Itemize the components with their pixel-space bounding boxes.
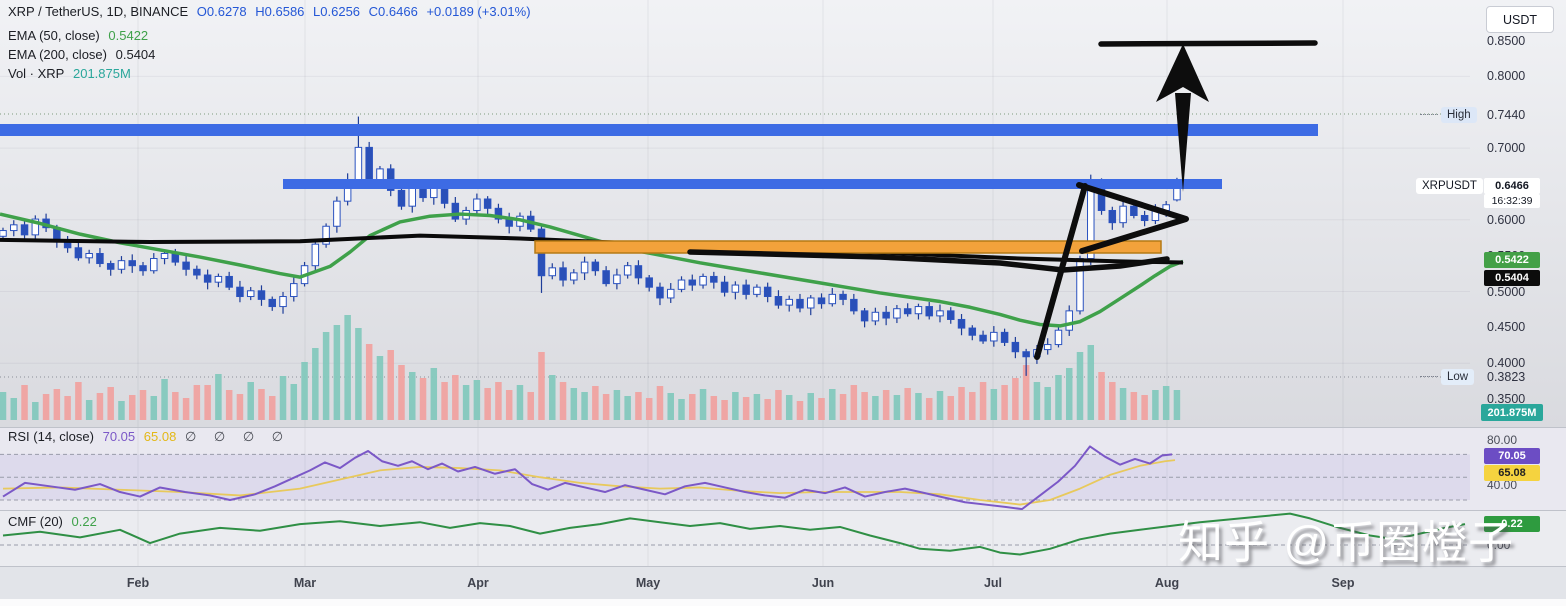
ema50-label[interactable]: EMA (50, close) — [8, 28, 100, 43]
price-tick-0.7000: 0.7000 — [1487, 141, 1526, 156]
ohlc-close: C0.6466 — [368, 4, 418, 19]
ohlc-low: L0.6256 — [313, 4, 361, 19]
cmf-value: 0.22 — [71, 514, 97, 529]
ohlc-high: H0.6586 — [255, 4, 305, 19]
volume-value: 201.875M — [72, 66, 131, 81]
price-tick-0.8000: 0.8000 — [1487, 69, 1526, 84]
ohlc-open: O0.6278 — [196, 4, 247, 19]
low-price-label: 0.3823 — [1487, 370, 1526, 384]
ohlc-change: +0.0189 (+3.01%) — [426, 4, 531, 19]
ema50-legend-row: EMA (50, close) 0.5422 — [8, 28, 153, 43]
month-label-feb: Feb — [126, 576, 150, 590]
symbol-price-pill: XRPUSDT — [1416, 178, 1483, 194]
price-tick-0.4000: 0.4000 — [1487, 356, 1526, 371]
ema50-value: 0.5422 — [108, 28, 149, 43]
cmf-value-badge: 0.22 — [1484, 516, 1540, 532]
volume-badge: 201.875M — [1481, 404, 1543, 421]
low-label-pill: Low — [1441, 369, 1475, 385]
cmf-tick-zero: 0.00 — [1487, 538, 1511, 552]
price-tick-0.6000: 0.6000 — [1487, 212, 1526, 227]
ema200-price-badge: 0.5404 — [1484, 270, 1540, 286]
rsi-label[interactable]: RSI (14, close) — [8, 429, 94, 444]
month-label-jul: Jul — [983, 576, 1003, 590]
last-price-badge: 0.6466 — [1484, 178, 1540, 194]
cmf-legend-row: CMF (20) 0.22 — [8, 514, 102, 529]
month-label-sep: Sep — [1331, 576, 1355, 590]
ema200-label[interactable]: EMA (200, close) — [8, 47, 107, 62]
price-tick-0.8500: 0.8500 — [1487, 33, 1526, 48]
watermark: 知乎 @币圈橙子 — [1178, 517, 1515, 568]
rsi-null-values: ∅ ∅ ∅ ∅ — [184, 429, 291, 444]
ema50-price-badge: 0.5422 — [1484, 252, 1540, 268]
month-label-apr: Apr — [467, 576, 489, 590]
currency-toggle-button[interactable]: USDT — [1486, 6, 1554, 33]
rsi-legend-row: RSI (14, close) 70.05 65.08 ∅ ∅ ∅ ∅ — [8, 429, 295, 445]
month-label-aug: Aug — [1154, 576, 1180, 590]
price-tick-0.5000: 0.5000 — [1487, 284, 1526, 299]
high-label-pill: High — [1441, 107, 1477, 123]
rsi-ma-badge: 65.08 — [1484, 465, 1540, 481]
volume-label[interactable]: Vol · XRP — [8, 66, 65, 81]
ema200-value: 0.5404 — [115, 47, 156, 62]
symbol-title[interactable]: XRP / TetherUS, 1D, BINANCE — [8, 4, 189, 19]
rsi-value-badge: 70.05 — [1484, 448, 1540, 464]
low-leader-dots — [1420, 376, 1438, 377]
rsi-ma-value: 65.08 — [143, 429, 177, 444]
month-label-jun: Jun — [811, 576, 835, 590]
rsi-tick-80: 80.00 — [1487, 433, 1518, 447]
rsi-tick-40: 40.00 — [1487, 478, 1518, 492]
month-label-mar: Mar — [293, 576, 317, 590]
volume-legend-row: Vol · XRP 201.875M — [8, 66, 136, 81]
month-label-may: May — [635, 576, 661, 590]
rsi-value: 70.05 — [102, 429, 136, 444]
high-leader-dots — [1420, 114, 1438, 115]
high-price-label: 0.7440 — [1487, 108, 1526, 122]
symbol-legend-row: XRP / TetherUS, 1D, BINANCE O0.6278 H0.6… — [8, 4, 536, 19]
price-tick-0.4500: 0.4500 — [1487, 320, 1526, 335]
bar-countdown: 16:32:39 — [1484, 194, 1540, 208]
ema200-legend-row: EMA (200, close) 0.5404 — [8, 47, 160, 62]
cmf-label[interactable]: CMF (20) — [8, 514, 63, 529]
price-tick-0.3500: 0.3500 — [1487, 392, 1526, 407]
